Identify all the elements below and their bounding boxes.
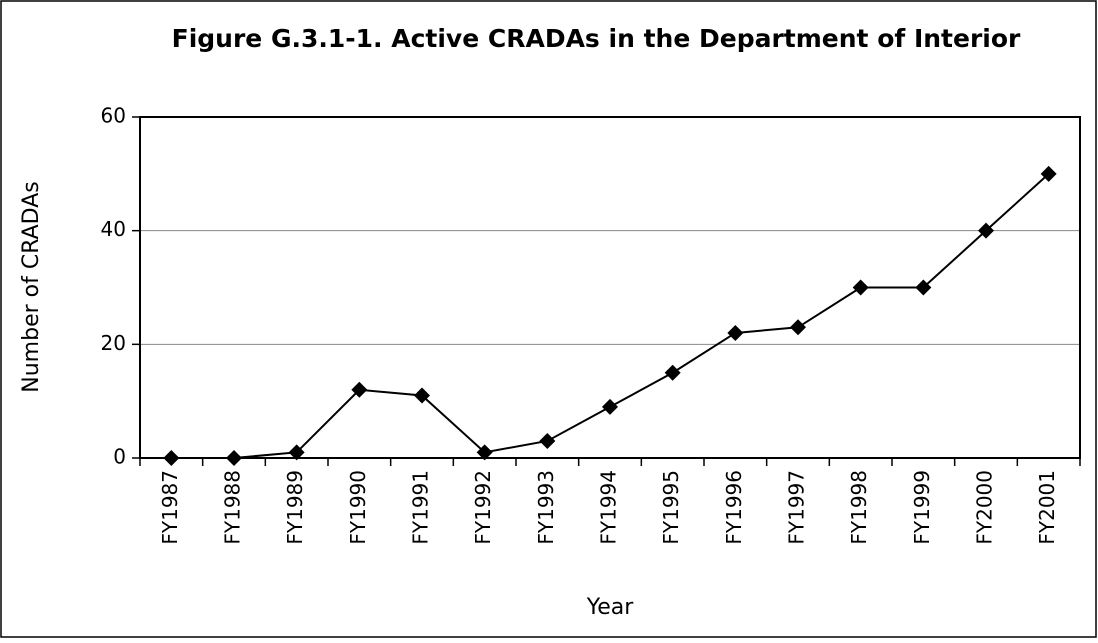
x-tick-label: FY2001 <box>1035 470 1059 545</box>
marker <box>790 319 806 336</box>
y-tick-label: 60 <box>101 104 126 128</box>
marker <box>351 381 368 398</box>
marker <box>226 450 242 466</box>
x-tick-label: FY1990 <box>346 470 370 545</box>
marker <box>664 364 681 381</box>
x-tick-label: FY1996 <box>722 470 746 545</box>
marker <box>414 387 430 404</box>
x-tick-label: FY1997 <box>785 470 809 545</box>
marker <box>288 444 305 461</box>
x-tick-label: FY1994 <box>597 470 621 545</box>
chart-title: Figure G.3.1-1. Active CRADAs in the Dep… <box>172 24 1021 53</box>
x-tick-label: FY1993 <box>534 470 558 545</box>
y-tick-label: 0 <box>113 445 126 469</box>
y-tick-label: 40 <box>101 217 126 241</box>
y-tick-label: 20 <box>101 331 126 355</box>
marker <box>539 432 556 449</box>
x-tick-label: FY1987 <box>158 470 182 545</box>
x-tick-label: FY1991 <box>409 470 433 545</box>
marker <box>476 444 493 461</box>
x-tick-label: FY1995 <box>659 470 683 545</box>
x-tick-label: FY1989 <box>283 470 307 545</box>
y-axis-label: Number of CRADAs <box>19 181 44 392</box>
marker <box>727 324 744 341</box>
x-tick-label: FY1988 <box>221 470 245 545</box>
x-tick-label: FY2000 <box>973 470 997 545</box>
marker <box>915 279 932 296</box>
marker <box>1040 165 1057 182</box>
marker <box>602 398 618 415</box>
x-tick-label: FY1999 <box>910 470 934 545</box>
marker <box>163 450 180 466</box>
x-tick-label: FY1998 <box>847 470 871 545</box>
x-tick-label: FY1992 <box>471 470 495 545</box>
plot-border <box>139 116 1081 459</box>
marker <box>978 222 994 239</box>
marker <box>852 279 869 296</box>
x-axis-label: Year <box>586 595 635 620</box>
